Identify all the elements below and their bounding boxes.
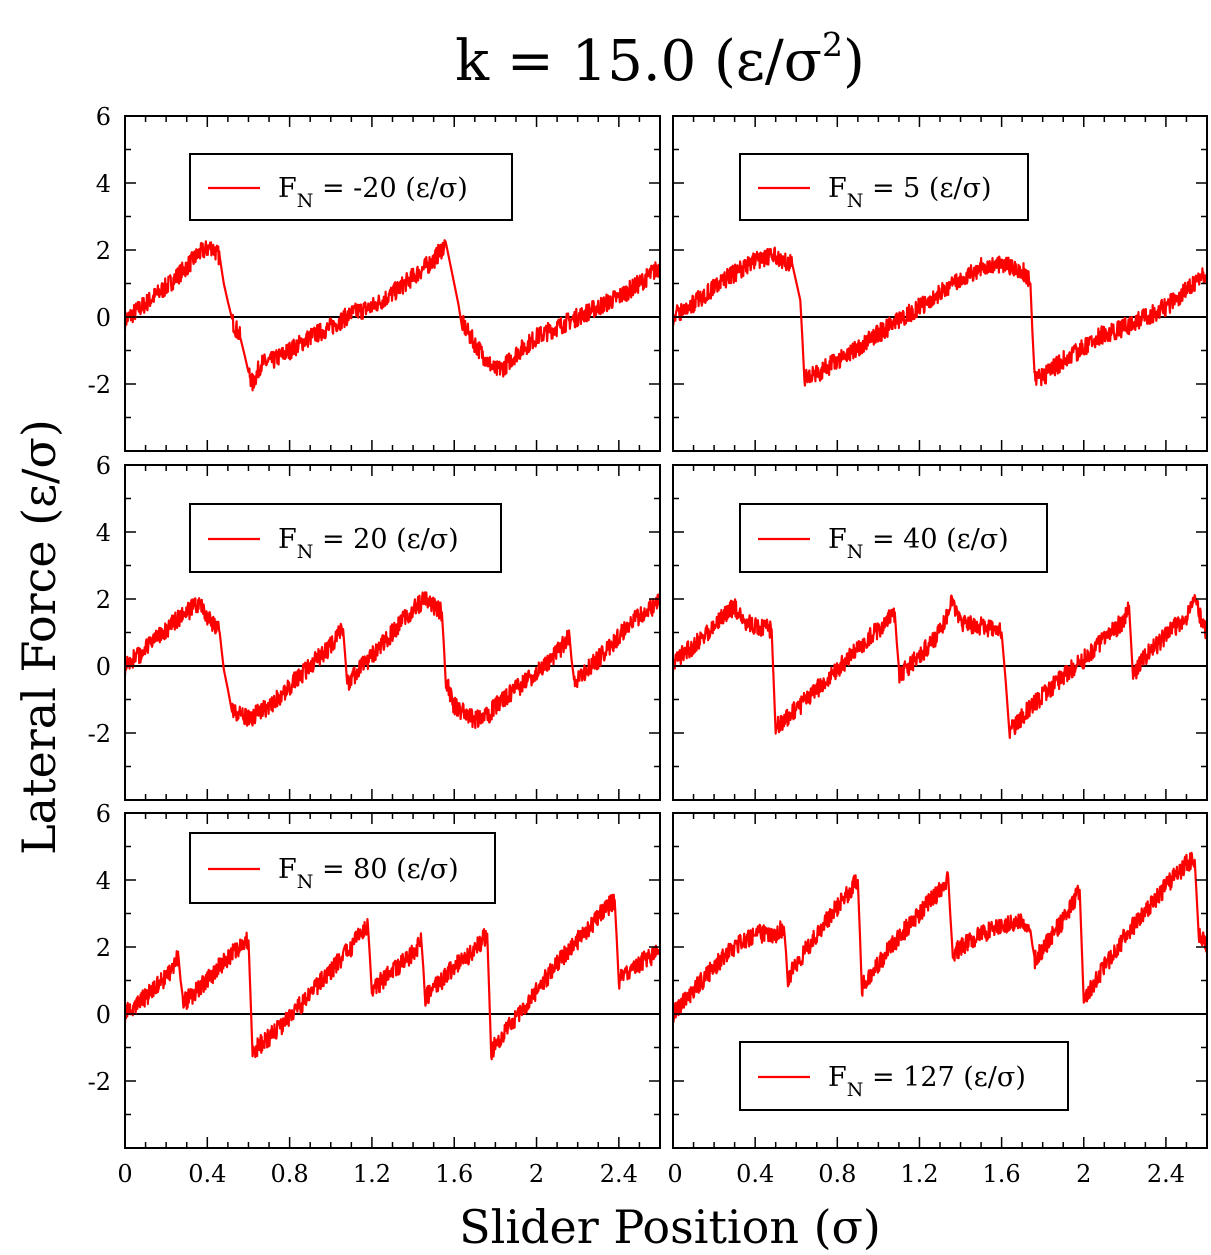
- series-line: [125, 893, 660, 1061]
- legend: FN = 127 (ε/σ): [739, 1041, 1069, 1111]
- panels-group: 6 4 2 0 -2 FN = -20 (ε/σ) FN = 5 (ε/σ) 6 4 2 0 -2 FN…: [88, 103, 1208, 1188]
- y-tick-label: 4: [96, 519, 111, 547]
- legend: FN = 5 (ε/σ): [739, 153, 1029, 221]
- legend: FN = -20 (ε/σ): [189, 153, 513, 221]
- y-tick-label: 0: [96, 1001, 111, 1029]
- x-tick-label: 1.6: [435, 1160, 473, 1188]
- y-tick-label: 6: [96, 103, 111, 131]
- series-line: [673, 594, 1207, 739]
- y-tick-label: 4: [96, 867, 111, 895]
- legend-label: FN = -20 (ε/σ): [278, 173, 468, 212]
- y-axis-label: Lateral Force (ε/σ): [12, 419, 66, 855]
- panel-5: 6 4 2 0 -2 0 0.4 0.8 1.2 1.6 2 2.4 FN = 80 (ε/σ): [88, 800, 661, 1188]
- x-tick-label: 2.4: [600, 1160, 638, 1188]
- legend-label: FN = 80 (ε/σ): [278, 854, 459, 893]
- series-line: [673, 851, 1207, 1024]
- legend: FN = 20 (ε/σ): [189, 503, 502, 573]
- y-tick-label: 6: [96, 452, 111, 480]
- x-tick-label: 2.4: [1147, 1160, 1185, 1188]
- legend-label: FN = 40 (ε/σ): [828, 524, 1009, 563]
- y-tick-label: -2: [88, 1068, 111, 1096]
- y-tick-label: 2: [96, 586, 111, 614]
- x-axis-label: Slider Position (σ): [459, 1200, 881, 1254]
- y-tick-label: 2: [96, 934, 111, 962]
- x-tick-label: 2: [1076, 1160, 1091, 1188]
- y-tick-label: -2: [88, 371, 111, 399]
- chart-title-close: ): [843, 29, 865, 94]
- legend: FN = 40 (ε/σ): [739, 503, 1048, 573]
- panel-4: FN = 40 (ε/σ): [672, 464, 1208, 801]
- panel-6: 0 0.4 0.8 1.2 1.6 2 2.4 FN = 127 (ε/σ): [667, 812, 1208, 1188]
- legend: FN = 80 (ε/σ): [189, 832, 496, 904]
- x-tick-label: 1.2: [900, 1160, 938, 1188]
- x-tick-label: 1.6: [983, 1160, 1021, 1188]
- y-tick-label: -2: [88, 720, 111, 748]
- y-tick-label: 6: [96, 800, 111, 828]
- y-tick-label: 0: [96, 653, 111, 681]
- panel-3: 6 4 2 0 -2 FN = 20 (ε/σ): [88, 452, 661, 801]
- x-tick-label: 0: [117, 1160, 132, 1188]
- x-tick-label: 0.4: [188, 1160, 226, 1188]
- x-tick-label: 1.2: [353, 1160, 391, 1188]
- chart-title: k = 15.0 (ε/σ 2 ): [455, 25, 865, 94]
- legend-label: FN = 127 (ε/σ): [828, 1062, 1026, 1101]
- panel-1: 6 4 2 0 -2 FN = -20 (ε/σ): [88, 103, 661, 452]
- legend-label: FN = 20 (ε/σ): [278, 524, 459, 563]
- panel-2: FN = 5 (ε/σ): [672, 115, 1208, 452]
- x-tick-label: 0.8: [818, 1160, 856, 1188]
- y-tick-label: 2: [96, 237, 111, 265]
- x-tick-label: 2: [529, 1160, 544, 1188]
- chart-title-main: k = 15.0 (ε/σ: [455, 29, 822, 94]
- x-tick-label: 0.8: [271, 1160, 309, 1188]
- legend-box: [739, 1041, 1069, 1111]
- chart-title-superscript: 2: [822, 25, 843, 64]
- series-line: [125, 239, 660, 392]
- x-tick-label: 0.4: [736, 1160, 774, 1188]
- legend-label: FN = 5 (ε/σ): [828, 173, 992, 212]
- series-line: [125, 591, 660, 730]
- series-line: [673, 246, 1207, 387]
- x-tick-label: 0: [667, 1160, 682, 1188]
- y-tick-label: 0: [96, 304, 111, 332]
- y-tick-label: 4: [96, 170, 111, 198]
